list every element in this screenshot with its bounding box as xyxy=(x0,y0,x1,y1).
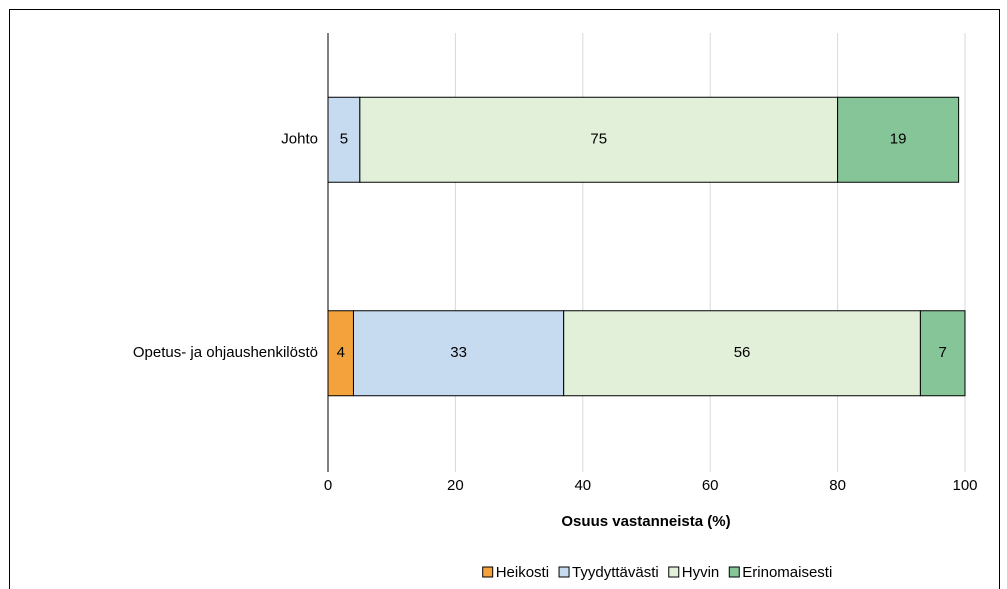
chart-frame xyxy=(9,9,1000,589)
legend-label: Erinomaisesti xyxy=(742,564,832,581)
x-tick-label: 60 xyxy=(702,477,719,494)
y-tick-label: Opetus- ja ohjaushenkilöstö xyxy=(133,344,318,361)
legend-swatch xyxy=(482,566,494,578)
y-tick-label: Johto xyxy=(281,131,318,148)
data-label: 19 xyxy=(890,131,907,148)
x-tick-label: 0 xyxy=(324,477,332,494)
legend-label: Heikosti xyxy=(496,564,549,581)
data-label: 75 xyxy=(590,131,607,148)
legend-swatch xyxy=(558,566,570,578)
x-tick-label: 20 xyxy=(447,477,464,494)
legend-swatch xyxy=(668,566,680,578)
bar-segment xyxy=(919,310,966,397)
data-label: 5 xyxy=(340,131,348,148)
bar-segment xyxy=(837,96,960,183)
data-label: 4 xyxy=(337,344,345,361)
bar-segment xyxy=(563,310,921,397)
legend-label: Hyvin xyxy=(682,564,720,581)
x-axis-title: Osuus vastanneista (%) xyxy=(561,513,730,530)
bar-segment xyxy=(327,96,361,183)
bar-segment xyxy=(359,96,839,183)
x-tick-label: 100 xyxy=(952,477,977,494)
bar-segment xyxy=(352,310,565,397)
bar-segment xyxy=(327,310,354,397)
legend-label: Tyydyttävästi xyxy=(572,564,659,581)
x-tick-label: 80 xyxy=(829,477,846,494)
legend-swatch xyxy=(728,566,740,578)
data-label: 56 xyxy=(734,344,751,361)
x-tick-label: 40 xyxy=(574,477,591,494)
data-label: 33 xyxy=(450,344,467,361)
data-label: 7 xyxy=(939,344,947,361)
